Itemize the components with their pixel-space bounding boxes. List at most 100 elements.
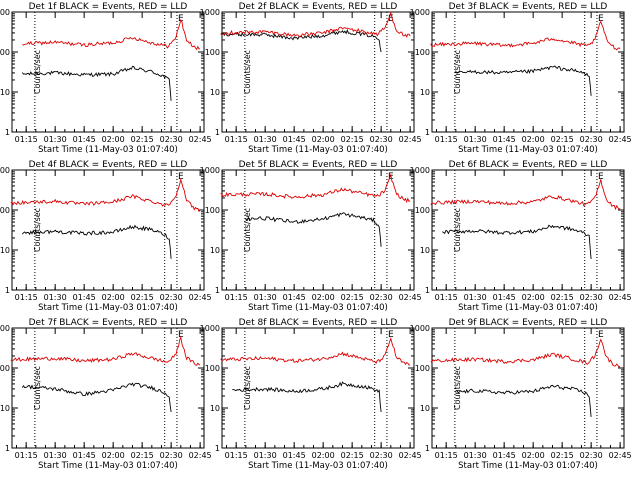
x-tick-label: 01:15 [225,135,248,144]
x-tick-label: 01:15 [15,451,38,460]
x-tick-label: 01:30 [464,293,487,302]
x-tick-label: 02:45 [189,451,212,460]
y-tick-label: 1000 [0,8,10,17]
panel-1: Det 1f BLACK = Events, RED = LLD 1 10 100 10… [0,2,212,155]
x-tick-label: 02:45 [189,293,212,302]
x-tick-label: 02:45 [399,451,422,460]
x-axis-label: Start Time (11-May-03 01:07:40) [38,461,178,471]
y-tick-label: 1000 [200,166,220,175]
x-tick-label: 01:15 [225,293,248,302]
y-tick-label: 1 [425,128,430,137]
x-tick-label: 02:15 [131,293,154,302]
y-tick-label: 1 [425,444,430,453]
x-tick-label: 02:00 [522,293,545,302]
y-axis-label: Counts/sec [453,208,462,252]
y-tick-label: 10 [0,404,10,413]
y-tick-label: 1000 [0,324,10,333]
panel-6: Det 6f BLACK = Events, RED = LLD 1 10 100 10… [410,160,632,313]
x-axis-label: Start Time (11-May-03 01:07:40) [248,145,388,155]
y-tick-label: 10 [0,246,10,255]
x-tick-label: 02:45 [399,293,422,302]
x-axis-label: Start Time (11-May-03 01:07:40) [38,303,178,313]
x-tick-label: 02:00 [522,135,545,144]
x-tick-label: 01:45 [283,451,306,460]
panel-title: Det 7f BLACK = Events, RED = LLD [29,318,188,328]
panel-title: Det 9f BLACK = Events, RED = LLD [449,318,608,328]
x-tick-label: 02:00 [312,451,335,460]
y-tick-label: 1 [5,128,10,137]
x-tick-label: 02:30 [370,135,393,144]
y-tick-label: 1 [5,286,10,295]
y-tick-label: 100 [205,206,220,215]
x-tick-label: 02:15 [551,451,574,460]
x-tick-label: 01:45 [283,135,306,144]
x-tick-label: 01:30 [44,293,67,302]
x-tick-label: 02:30 [370,293,393,302]
y-tick-label: 100 [0,206,10,215]
plot-frame [431,169,625,291]
x-tick-label: 02:00 [102,293,125,302]
series-line-events [245,212,382,247]
y-tick-label: 1 [5,444,10,453]
y-axis-label: Counts/sec [243,208,252,252]
y-tick-label: 1 [215,444,220,453]
y-tick-label: 1000 [410,324,430,333]
x-tick-label: 02:00 [312,135,335,144]
panel-title: Det 3f BLACK = Events, RED = LLD [449,2,608,12]
series-line-events [455,384,592,417]
y-tick-label: 10 [0,88,10,97]
marker-label: E [178,14,184,24]
marker-label: E [388,14,394,24]
plot-frame [431,11,625,133]
plot-frame [431,327,625,449]
series-line-lld [10,177,201,213]
plot-frame [221,327,415,449]
x-tick-label: 02:00 [312,293,335,302]
series-line-lld [22,18,201,51]
y-axis-label: Counts/sec [33,50,42,94]
panel-title: Det 1f BLACK = Events, RED = LLD [29,2,188,12]
plot-frame [11,169,205,291]
x-tick-label: 02:30 [580,135,603,144]
x-tick-label: 02:15 [131,451,154,460]
plot-frame [221,169,415,291]
panel-9: Det 9f BLACK = Events, RED = LLD 1 10 100 10… [410,318,632,471]
x-tick-label: 01:45 [493,293,516,302]
y-axis-label: Counts/sec [243,50,252,94]
series-line-events [21,224,172,259]
panel-8: Det 8f BLACK = Events, RED = LLD 1 10 100 10… [200,318,422,471]
panel-title: Det 5f BLACK = Events, RED = LLD [239,160,398,170]
panel-title: Det 8f BLACK = Events, RED = LLD [239,318,398,328]
marker-label: E [598,14,604,24]
x-tick-label: 02:30 [370,451,393,460]
y-tick-label: 100 [0,364,10,373]
y-tick-label: 1000 [200,324,220,333]
x-tick-label: 01:45 [283,293,306,302]
x-tick-label: 02:15 [341,135,364,144]
x-tick-label: 01:45 [493,451,516,460]
x-tick-label: 02:15 [341,293,364,302]
panel-3: Det 3f BLACK = Events, RED = LLD 1 10 100 10… [410,2,632,155]
y-tick-label: 100 [205,364,220,373]
y-tick-label: 10 [420,88,430,97]
x-tick-label: 02:45 [609,451,632,460]
x-tick-label: 02:30 [160,293,183,302]
y-tick-label: 100 [205,48,220,57]
y-tick-label: 10 [420,404,430,413]
x-tick-label: 02:30 [160,135,183,144]
x-tick-label: 01:15 [15,293,38,302]
x-axis-label: Start Time (11-May-03 01:07:40) [458,461,598,471]
x-tick-label: 01:15 [435,451,458,460]
x-tick-label: 02:15 [551,135,574,144]
panel-title: Det 6f BLACK = Events, RED = LLD [449,160,608,170]
y-tick-label: 100 [415,206,430,215]
series-line-events [220,28,382,53]
y-axis-label: Counts/sec [243,366,252,410]
x-tick-label: 01:15 [15,135,38,144]
x-tick-label: 01:30 [254,451,277,460]
marker-label: E [598,330,604,340]
x-tick-label: 01:30 [44,135,67,144]
marker-label: E [388,330,394,340]
plot-frame [221,11,415,133]
